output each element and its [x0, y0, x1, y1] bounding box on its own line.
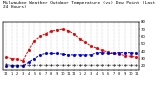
- Text: Milwaukee Weather Outdoor Temperature (vs) Dew Point (Last 24 Hours): Milwaukee Weather Outdoor Temperature (v…: [3, 1, 156, 9]
